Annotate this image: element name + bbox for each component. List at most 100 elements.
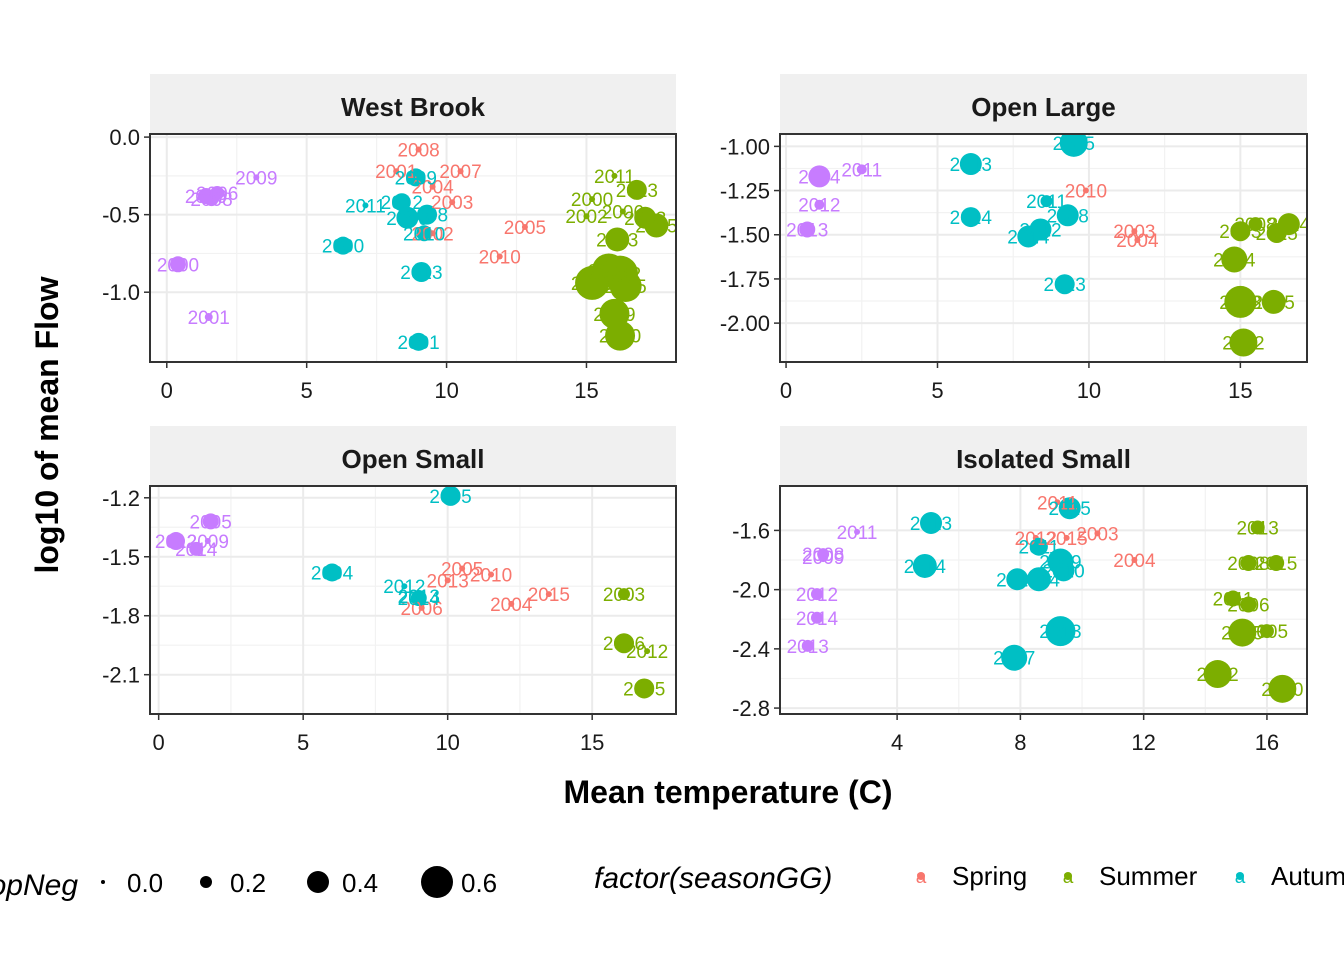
y-tick-label: -2.0 [732,578,770,603]
point-label: 2008 [1047,206,1089,227]
y-tick-label: -1.0 [102,280,140,305]
point-label: 2011 [1026,192,1067,213]
point-label: 2004 [311,563,354,584]
point-label: 2004 [490,595,533,616]
point-label: 2004 [798,167,841,188]
data-point [810,611,823,624]
point-label: 2008 [397,141,439,162]
point-label: 2014 [950,208,993,229]
data-point [810,588,823,601]
point-label: 2012 [1015,529,1057,550]
point-label: 2002 [411,224,453,245]
data-point [416,225,433,242]
point-label: 2008 [1234,215,1276,236]
data-point [1134,237,1141,244]
point-label: 2013 [787,637,829,658]
point-label: 2006 [401,599,443,620]
data-point [854,528,861,535]
point-label: 2013 [950,155,992,176]
point-label: 2000 [571,190,613,211]
size-legend-key [200,876,212,888]
color-legend-label: Spring [952,861,1027,891]
point-label: 2014 [1268,215,1311,236]
data-point [1017,225,1040,248]
data-point [508,600,515,607]
point-label: 2009 [1039,553,1081,574]
point-label: 2010 [185,187,227,208]
y-tick-label: -1.8 [102,604,140,629]
facet-strip [150,74,676,134]
data-point [609,270,642,302]
point-label: 2000 [322,237,364,258]
y-axis-title: log10 of mean Flow [29,276,65,573]
data-point [1058,497,1081,520]
point-label: 2012 [383,577,425,598]
point-label: 2003 [588,261,630,282]
panel-border [779,485,1308,715]
point-label: 2013 [1039,622,1081,643]
data-point [396,206,419,229]
size-legend-label: 0.2 [230,868,266,898]
point-label: 2013 [1237,518,1279,539]
point-label: 2012 [798,196,840,217]
data-point [644,648,651,655]
point-label: 2005 [623,679,665,700]
data-point [801,639,814,652]
point-label: 2013 [1044,275,1086,296]
point-label: 2014 [1007,228,1050,249]
point-label: 2010 [1261,680,1303,701]
point-label: 2007 [993,649,1035,670]
point-label: 2014 [398,589,441,610]
x-tick-label: 10 [1077,378,1101,403]
data-point [1225,590,1242,607]
data-point [167,532,186,551]
point-label: 2003 [603,585,645,606]
data-point [169,256,186,273]
point-label: 2011 [345,196,386,217]
data-point [1059,134,1088,157]
data-point [545,591,552,598]
point-label: 2015 [528,585,570,606]
data-point [393,168,400,175]
point-label: 2011 [1213,590,1254,611]
data-point [416,204,437,225]
data-point [589,196,596,203]
x-tick-label: 0 [161,378,173,403]
data-point [617,588,630,601]
data-point [1026,567,1051,592]
data-point [814,199,825,210]
y-tick-label: -1.75 [720,267,770,292]
data-point [1240,596,1257,613]
point-label: 2005 [429,487,471,508]
data-point [611,172,618,179]
data-point [1063,534,1070,541]
size-legend-label: 0.4 [342,868,378,898]
point-label: 2003 [624,209,666,230]
x-tick-label: 4 [891,730,903,755]
point-label: 2015 [1049,499,1091,520]
point-label: 2013 [1219,293,1261,314]
x-tick-label: 15 [1228,378,1252,403]
data-point [362,202,369,209]
data-point [959,153,982,176]
data-point [1054,274,1075,295]
size-legend-key [421,866,453,898]
data-marks: 2004 201120122013201020032004200520132014… [786,134,1311,357]
x-tick-label: 15 [574,378,598,403]
data-point [1203,660,1232,689]
data-point [818,552,829,563]
point-label: 2001 [375,162,417,183]
facet-panel-3: Isolated Small 4 8 12 16 -1.6 -2.0 -2.4 -2.8 2011… [732,426,1308,755]
data-point [418,604,425,611]
point-label: 2014 [996,570,1039,591]
data-point [1040,195,1053,208]
data-point [210,185,225,200]
data-point [411,262,432,283]
point-label: 2008 [190,190,232,211]
point-label: 2009 [593,305,635,326]
data-point [444,577,451,584]
size-legend-key [307,871,329,893]
data-point [1259,624,1274,639]
